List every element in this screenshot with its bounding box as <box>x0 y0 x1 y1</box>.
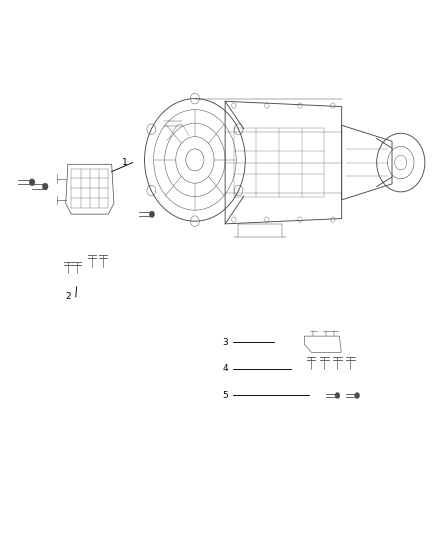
Circle shape <box>42 183 48 190</box>
Circle shape <box>355 392 360 399</box>
Circle shape <box>335 392 340 399</box>
Text: 4: 4 <box>223 365 228 373</box>
Text: 1: 1 <box>122 158 128 167</box>
Text: 3: 3 <box>223 338 229 346</box>
Text: 5: 5 <box>223 391 229 400</box>
Circle shape <box>29 179 35 186</box>
Text: 2: 2 <box>65 293 71 301</box>
Circle shape <box>149 211 155 217</box>
